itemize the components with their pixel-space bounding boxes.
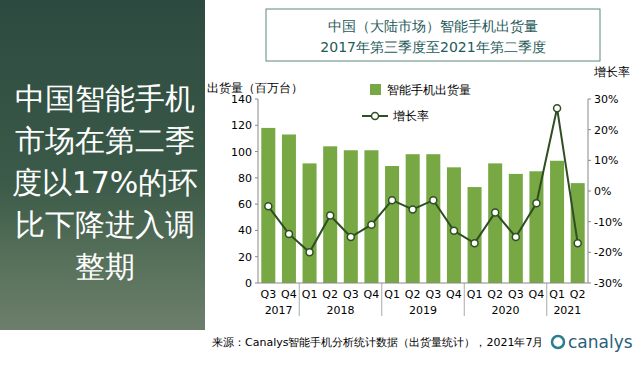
y2-tick-label: -10%: [594, 216, 622, 229]
y2-tick-label: -30%: [594, 277, 622, 290]
group-divider: [546, 283, 547, 316]
x-tick-label: Q1: [302, 288, 318, 301]
bar: [550, 161, 564, 283]
bar: [364, 150, 378, 283]
x-tick-label: Q1: [384, 288, 400, 301]
growth-marker: [327, 212, 334, 219]
x-tick-label: Q3: [343, 288, 359, 301]
bar: [426, 154, 440, 283]
legend-label: 智能手机出货量: [387, 83, 471, 97]
x-tick-label: Q2: [322, 288, 338, 301]
bar: [303, 163, 317, 283]
headline: 中国智能手机市场在第二季度以17%的环比下降进入调整期: [10, 78, 200, 288]
headline-panel: 中国智能手机市场在第二季度以17%的环比下降进入调整期: [0, 0, 205, 330]
y2-tick-label: 30%: [594, 93, 618, 106]
group-divider: [299, 283, 300, 316]
legend-marker: [372, 113, 379, 120]
plot: [261, 105, 584, 283]
growth-marker: [409, 206, 416, 213]
title-box: [266, 9, 600, 61]
y-tick-label: 0: [245, 277, 252, 290]
y2-axis-label: 增长率: [593, 65, 630, 79]
group-divider: [464, 283, 465, 316]
y-axis: [258, 99, 259, 283]
y-tick-label: 20: [238, 251, 252, 264]
growth-marker: [347, 234, 354, 241]
group-divider: [381, 283, 382, 316]
y2-axis: [588, 99, 589, 283]
year-label: 2021: [553, 304, 581, 317]
y-tick-label: 40: [238, 224, 252, 237]
x-tick-label: Q4: [529, 288, 545, 301]
bar: [344, 150, 358, 283]
bar: [488, 163, 502, 283]
growth-marker: [471, 240, 478, 247]
legend-swatch: [370, 84, 381, 95]
x-tick-label: Q2: [570, 288, 586, 301]
growth-marker: [533, 200, 540, 207]
year-label: 2018: [327, 304, 355, 317]
y-tick-label: 60: [238, 198, 252, 211]
growth-marker: [492, 209, 499, 216]
x-tick-label: Q3: [425, 288, 441, 301]
logo: canalys: [568, 332, 633, 352]
bar: [406, 154, 420, 283]
x-tick-label: Q2: [487, 288, 503, 301]
bar: [323, 146, 337, 283]
y2-tick-label: 10%: [594, 154, 618, 167]
source: 来源：Canalys智能手机分析统计数据（出货量统计），2021年7月: [212, 336, 543, 349]
logo-icon: [552, 336, 564, 348]
y-tick-label: 140: [231, 93, 252, 106]
y2-tick-label: 20%: [594, 124, 618, 137]
bar: [385, 166, 399, 283]
x-tick-label: Q1: [467, 288, 483, 301]
bar: [571, 183, 585, 283]
x-axis: [258, 283, 588, 284]
x-tick-label: Q2: [405, 288, 421, 301]
growth-line: [268, 108, 577, 252]
year-label: 2017: [265, 304, 293, 317]
growth-marker: [450, 227, 457, 234]
x-tick-label: Q4: [364, 288, 380, 301]
x-tick-label: Q4: [446, 288, 462, 301]
chart: 中国（大陆市场）智能手机出货量 2017年第三季度至2021年第二季度出货量（百万…: [0, 0, 640, 365]
growth-marker: [512, 234, 519, 241]
bar: [282, 134, 296, 283]
y2-tick-label: 0%: [594, 185, 611, 198]
bar: [529, 171, 543, 283]
growth-marker: [389, 197, 396, 204]
growth-marker: [368, 221, 375, 228]
subtitle: 2017年第三季度至2021年第二季度: [320, 39, 545, 55]
growth-marker: [265, 203, 272, 210]
y2-tick-label: -20%: [594, 246, 622, 259]
growth-marker: [430, 197, 437, 204]
y-axis-label: 出货量（百万台）: [207, 81, 303, 95]
y-tick-label: 120: [231, 119, 252, 132]
growth-marker: [574, 240, 581, 247]
y-tick-label: 100: [231, 146, 252, 159]
year-label: 2019: [409, 304, 437, 317]
x-tick-label: Q1: [549, 288, 565, 301]
legend-label: 增长率: [392, 109, 429, 123]
x-tick-label: Q4: [281, 288, 297, 301]
x-tick-label: Q3: [260, 288, 276, 301]
x-tick-label: Q3: [508, 288, 524, 301]
title: 中国（大陆市场）智能手机出货量: [328, 18, 538, 34]
growth-marker: [554, 105, 561, 112]
year-label: 2020: [492, 304, 520, 317]
y-tick-label: 80: [238, 172, 252, 185]
bar: [261, 128, 275, 283]
growth-marker: [306, 249, 313, 256]
growth-marker: [285, 230, 292, 237]
